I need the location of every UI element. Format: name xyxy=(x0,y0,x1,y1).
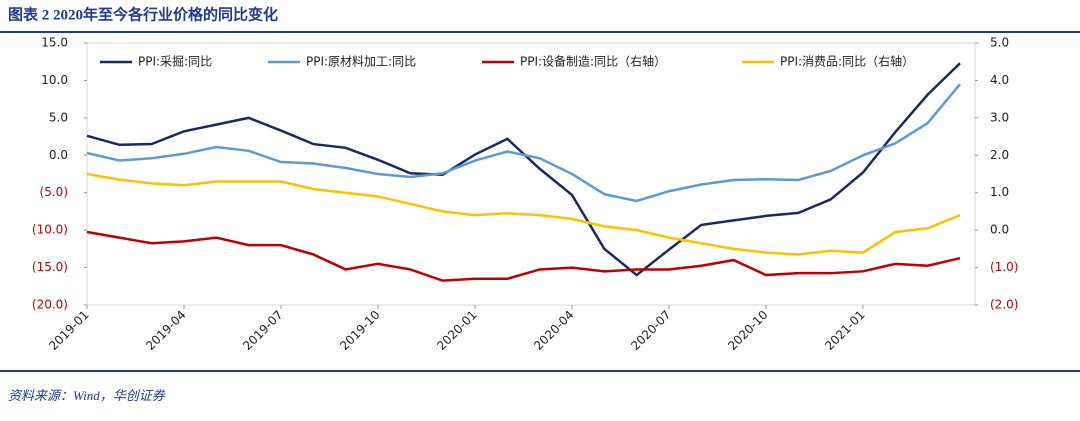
y2-tick-label: 2.0 xyxy=(990,148,1009,162)
y2-tick-label: (2.0) xyxy=(990,298,1018,312)
y2-tick-label: 0.0 xyxy=(990,223,1009,237)
y-tick-label: 0.0 xyxy=(49,148,68,162)
source: 资料来源：Wind，华创证券 xyxy=(8,388,166,403)
x-tick-label: 2019-10 xyxy=(337,308,382,353)
series-line xyxy=(86,230,961,282)
legend-label: PPI:采掘:同比 xyxy=(138,54,212,69)
x-tick-label: 2019-07 xyxy=(240,308,285,353)
y-tick-label: 10.0 xyxy=(41,73,68,87)
y2-tick-label: 5.0 xyxy=(990,36,1009,50)
x-tick-label: 2020-10 xyxy=(725,308,770,353)
y-tick-label: 5.0 xyxy=(49,110,68,124)
figure-title: 图表 2 2020年至今各行业价格的同比变化 xyxy=(8,5,278,23)
y2-tick-label: 4.0 xyxy=(990,73,1009,87)
y2-tick-label: 1.0 xyxy=(990,185,1009,199)
legend-label: PPI:原材料加工:同比 xyxy=(306,55,416,69)
y-tick-label: (20.0) xyxy=(32,298,68,312)
x-tick-label: 2019-01 xyxy=(46,308,91,353)
y-tick-label: (15.0) xyxy=(32,260,68,274)
y-tick-label: (10.0) xyxy=(32,223,68,237)
series-line xyxy=(86,83,961,203)
x-tick-label: 2020-07 xyxy=(628,308,673,353)
x-tick-label: 2020-04 xyxy=(531,308,576,353)
legend-label: PPI:设备制造:同比（右轴） xyxy=(520,54,666,69)
y-tick-label: (5.0) xyxy=(40,185,68,199)
x-tick-label: 2020-01 xyxy=(434,308,479,353)
x-tick-label: 2019-04 xyxy=(143,308,188,353)
series-line xyxy=(86,62,961,277)
y2-tick-label: 3.0 xyxy=(990,110,1009,124)
plot-frame xyxy=(86,42,976,306)
series-line xyxy=(86,172,961,256)
x-tick-label: 2021-01 xyxy=(822,308,867,353)
y2-tick-label: (1.0) xyxy=(990,260,1018,274)
legend-label: PPI:消费品:同比（右轴） xyxy=(780,54,914,69)
y-tick-label: 15.0 xyxy=(41,36,68,50)
